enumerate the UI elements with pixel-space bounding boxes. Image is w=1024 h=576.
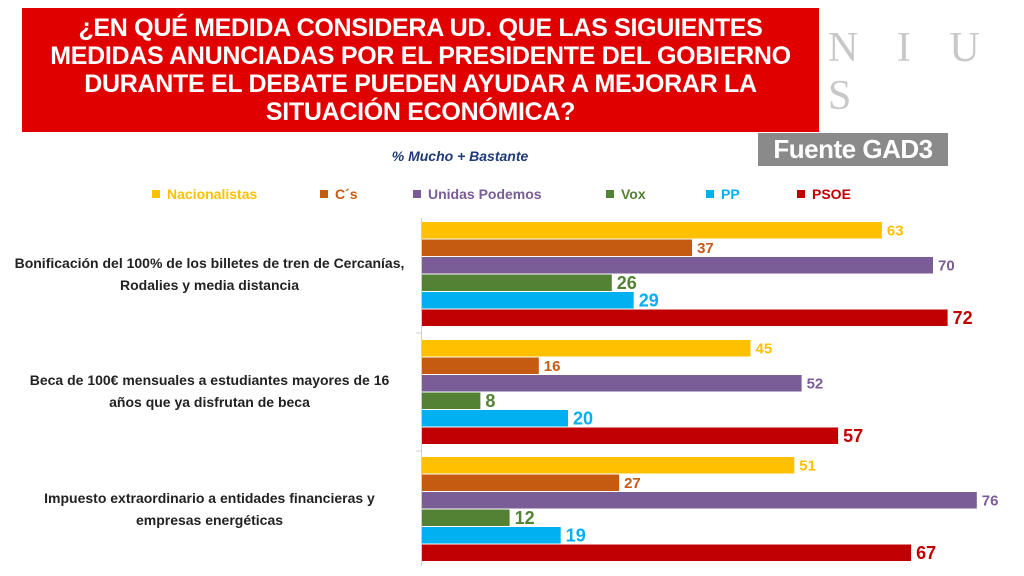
bar-1-0: [422, 340, 751, 357]
data-label-1-2: 52: [807, 376, 824, 393]
source-badge: Fuente GAD3: [758, 133, 948, 166]
bar-0-1: [422, 239, 693, 256]
bar-0-2: [422, 257, 933, 274]
legend-swatch-5: [797, 190, 805, 198]
legend-swatch-3: [606, 190, 614, 198]
legend-label-4: PP: [721, 186, 740, 202]
bar-2-2: [422, 492, 977, 509]
chart-title: ¿EN QUÉ MEDIDA CONSIDERA UD. QUE LAS SIG…: [50, 14, 791, 126]
legend-swatch-1: [320, 190, 328, 198]
bar-1-4: [422, 410, 568, 427]
watermark-logo: N I U S: [828, 25, 994, 119]
data-label-2-5: 67: [916, 543, 936, 563]
bar-0-5: [422, 309, 948, 326]
legend-label-2: Unidas Podemos: [428, 186, 542, 202]
bar-1-5: [422, 427, 839, 444]
legend-item-4: PP: [706, 186, 740, 202]
legend-item-1: C´s: [320, 186, 358, 202]
chart-title-banner: ¿EN QUÉ MEDIDA CONSIDERA UD. QUE LAS SIG…: [22, 8, 819, 132]
bar-0-4: [422, 292, 634, 309]
data-label-0-2: 70: [938, 258, 955, 275]
legend-item-5: PSOE: [797, 186, 851, 202]
data-label-0-4: 29: [639, 291, 659, 311]
legend-label-5: PSOE: [812, 186, 851, 202]
legend-item-0: Nacionalistas: [152, 186, 257, 202]
chart-subtitle: % Mucho + Bastante: [391, 148, 529, 164]
data-label-0-5: 72: [953, 308, 973, 328]
category-label-0: Bonificación del 100% de los billetes de…: [14, 255, 405, 293]
legend: Nacionalistas C´s Unidas Podemos Vox PP PSOE: [0, 186, 1024, 206]
legend-swatch-4: [706, 190, 714, 198]
data-label-1-4: 20: [573, 409, 593, 429]
legend-item-2: Unidas Podemos: [413, 186, 542, 202]
data-label-1-3: 8: [485, 391, 495, 411]
data-label-1-1: 16: [544, 358, 561, 375]
data-label-0-1: 37: [697, 240, 714, 257]
legend-swatch-2: [413, 190, 421, 198]
category-label-1: Beca de 100€ mensuales a estudiantes may…: [29, 372, 390, 410]
data-label-2-3: 12: [515, 508, 535, 528]
legend-item-3: Vox: [606, 186, 646, 202]
legend-label-0: Nacionalistas: [167, 186, 258, 202]
legend-swatch-0: [152, 190, 160, 198]
data-label-1-0: 45: [756, 341, 773, 358]
bar-1-3: [422, 392, 481, 409]
legend-label-1: C´s: [335, 186, 358, 202]
bar-2-1: [422, 474, 620, 491]
bar-1-1: [422, 357, 539, 374]
category-label-2: Impuesto extraordinario a entidades fina…: [44, 490, 375, 528]
data-label-2-2: 76: [982, 493, 999, 510]
bar-0-3: [422, 274, 612, 291]
data-label-2-4: 19: [566, 526, 586, 546]
legend-label-3: Vox: [621, 186, 646, 202]
data-label-2-0: 51: [799, 458, 816, 475]
data-label-0-0: 63: [887, 223, 904, 240]
bar-2-4: [422, 527, 561, 544]
bar-2-3: [422, 509, 510, 526]
bar-2-0: [422, 457, 795, 474]
bar-0-0: [422, 222, 882, 239]
data-label-2-1: 27: [624, 475, 641, 492]
bar-1-2: [422, 375, 802, 392]
bar-2-5: [422, 544, 912, 561]
data-label-1-5: 57: [843, 426, 863, 446]
data-label-0-3: 26: [617, 273, 637, 293]
